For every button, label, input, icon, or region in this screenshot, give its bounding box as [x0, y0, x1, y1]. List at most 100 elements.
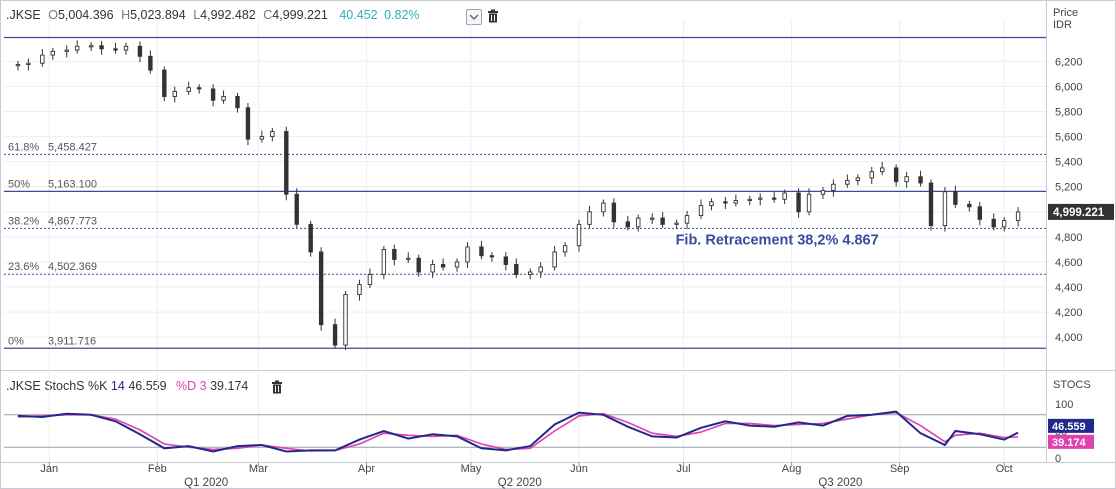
- candle[interactable]: [392, 248, 397, 260]
- month-label: Jul: [677, 463, 691, 475]
- candle[interactable]: [904, 176, 909, 183]
- candle[interactable]: [880, 167, 885, 173]
- low-value: 4,992.482: [200, 8, 256, 22]
- candle[interactable]: [162, 69, 167, 97]
- candle[interactable]: [123, 45, 129, 51]
- candle[interactable]: [186, 87, 191, 92]
- candle[interactable]: [528, 271, 533, 275]
- candle[interactable]: [64, 49, 69, 52]
- candle[interactable]: [245, 107, 251, 140]
- candle[interactable]: [74, 45, 80, 51]
- candle[interactable]: [148, 55, 153, 71]
- candle[interactable]: [137, 45, 143, 57]
- candle[interactable]: [953, 191, 958, 205]
- candle[interactable]: [601, 202, 606, 213]
- candle[interactable]: [893, 167, 899, 183]
- month-label: Aug: [782, 463, 802, 475]
- candle[interactable]: [698, 205, 704, 217]
- candle[interactable]: [294, 193, 299, 225]
- candle[interactable]: [806, 193, 812, 213]
- candle[interactable]: [758, 197, 763, 200]
- candle[interactable]: [771, 197, 777, 200]
- candle[interactable]: [782, 192, 787, 200]
- candle[interactable]: [113, 48, 118, 51]
- change-value: 40.452: [339, 8, 378, 22]
- candle[interactable]: [489, 255, 495, 258]
- candle[interactable]: [709, 201, 714, 206]
- candle[interactable]: [576, 223, 582, 247]
- candle[interactable]: [381, 248, 387, 275]
- candle[interactable]: [308, 223, 313, 253]
- candle[interactable]: [406, 257, 411, 260]
- candle[interactable]: [514, 264, 519, 275]
- candle[interactable]: [660, 217, 665, 225]
- candle[interactable]: [440, 264, 446, 268]
- candle[interactable]: [196, 87, 202, 90]
- candle[interactable]: [503, 256, 509, 265]
- candle[interactable]: [343, 294, 348, 346]
- candle[interactable]: [1015, 211, 1021, 222]
- candle[interactable]: [552, 251, 557, 268]
- candle[interactable]: [221, 96, 226, 101]
- trash-icon[interactable]: [486, 9, 500, 23]
- stoch-k-badge-label: 46.559: [1052, 421, 1086, 433]
- candle[interactable]: [562, 245, 568, 253]
- candle[interactable]: [845, 180, 850, 185]
- candle[interactable]: [465, 246, 470, 263]
- candle[interactable]: [636, 217, 641, 228]
- candle[interactable]: [869, 171, 874, 179]
- stoch-d-line[interactable]: [17, 411, 1019, 452]
- candle[interactable]: [99, 45, 104, 50]
- high-value: 5,023.894: [130, 8, 186, 22]
- close-value: 4,999.221: [272, 8, 328, 22]
- candle[interactable]: [235, 96, 240, 109]
- candle[interactable]: [831, 183, 836, 191]
- candle[interactable]: [538, 266, 543, 273]
- candle[interactable]: [15, 64, 21, 67]
- candle[interactable]: [967, 203, 972, 208]
- candle[interactable]: [454, 261, 460, 268]
- stoch-pane-header: .JKSE StochS %K 14 46.559 %D 3 39.174: [6, 379, 248, 393]
- candle[interactable]: [416, 257, 421, 273]
- candle[interactable]: [855, 177, 861, 181]
- candle[interactable]: [259, 136, 265, 140]
- close-label: C: [263, 8, 273, 22]
- candle[interactable]: [918, 176, 923, 184]
- candle[interactable]: [357, 284, 362, 296]
- candle[interactable]: [270, 131, 275, 138]
- candle[interactable]: [430, 264, 435, 273]
- candle[interactable]: [977, 206, 982, 220]
- candle[interactable]: [674, 222, 679, 225]
- candle[interactable]: [733, 200, 739, 204]
- candle[interactable]: [942, 191, 948, 227]
- candle[interactable]: [928, 182, 934, 227]
- candle[interactable]: [26, 62, 31, 65]
- stoch-d-period: 3: [199, 379, 207, 393]
- stoch-trash-icon[interactable]: [270, 380, 284, 394]
- candle[interactable]: [50, 50, 55, 56]
- candle[interactable]: [991, 218, 996, 228]
- candle[interactable]: [747, 198, 752, 201]
- candle[interactable]: [611, 202, 617, 223]
- candle[interactable]: [318, 251, 324, 326]
- candle[interactable]: [650, 217, 655, 220]
- candle[interactable]: [210, 88, 216, 101]
- candle[interactable]: [723, 201, 728, 204]
- candle[interactable]: [820, 190, 826, 195]
- stoch-tick-label: 50: [1055, 426, 1067, 438]
- candle[interactable]: [479, 246, 484, 257]
- candle[interactable]: [625, 221, 631, 228]
- candle[interactable]: [284, 131, 289, 195]
- candle[interactable]: [684, 215, 690, 224]
- candle[interactable]: [1001, 220, 1007, 228]
- stoch-k-line[interactable]: [17, 410, 1019, 453]
- candle[interactable]: [796, 192, 801, 213]
- candle[interactable]: [587, 211, 592, 225]
- candle[interactable]: [332, 324, 338, 346]
- candle[interactable]: [88, 45, 94, 48]
- candle[interactable]: [367, 274, 373, 285]
- candle[interactable]: [40, 54, 45, 64]
- candle[interactable]: [172, 90, 177, 97]
- dropdown-chevron-icon[interactable]: [466, 9, 482, 25]
